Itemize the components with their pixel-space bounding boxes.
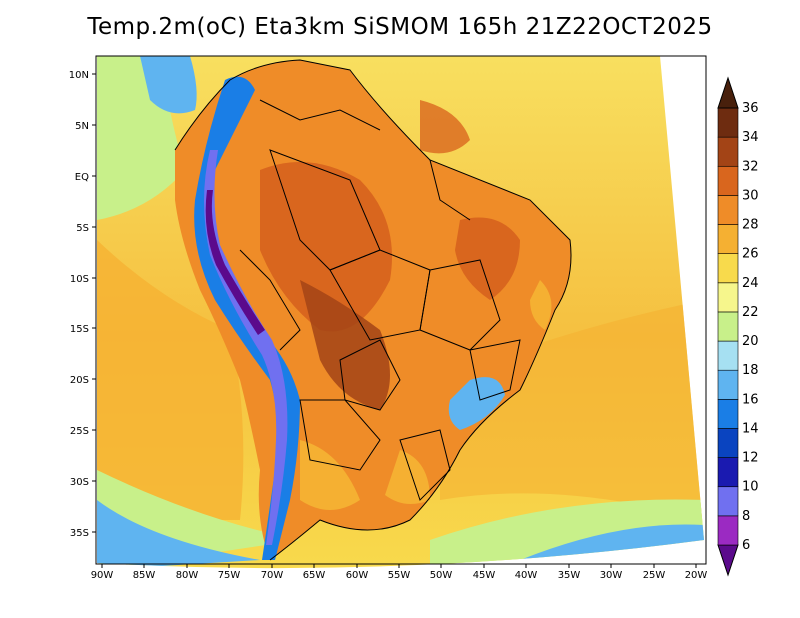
south-pacific-cold <box>97 500 260 569</box>
lat-label: 5N <box>75 121 89 132</box>
lon-label: 50W <box>430 570 453 581</box>
lat-label: 35S <box>70 528 89 539</box>
colorbar-label: 10 <box>742 480 759 495</box>
border-argentina-north <box>299 399 381 471</box>
colorbar-segment <box>717 165 739 196</box>
lat-label: 30S <box>70 477 89 488</box>
lat-label: 10N <box>69 70 89 81</box>
colorbar-segment <box>717 428 739 458</box>
patagonia-mild <box>300 440 360 510</box>
colorbar: 6 8 10 12 14 16 18 20 22 24 26 28 30 32 34 36 <box>717 76 759 577</box>
colorbar-label: 12 <box>742 451 759 466</box>
border-peru-bolivia <box>239 249 301 351</box>
hot-region-amazon <box>260 162 392 332</box>
lon-label: 45W <box>473 570 496 581</box>
lat-label: 5S <box>76 223 89 234</box>
map-title: Temp.2m(oC) Eta3km SiSMOM 165h 21Z22OCT2… <box>87 14 713 40</box>
se-brazil-cool <box>448 377 505 430</box>
lon-label: 65W <box>303 570 326 581</box>
lon-label: 40W <box>515 570 538 581</box>
lon-label: 30W <box>600 570 623 581</box>
lon-label: 85W <box>133 570 156 581</box>
plot-frame <box>95 55 707 565</box>
colorbar-segment <box>717 457 739 488</box>
colorbar-segment <box>717 369 739 400</box>
border-para <box>429 159 471 221</box>
hot-region-northeast <box>455 217 520 300</box>
colorbar-label: 34 <box>742 130 759 145</box>
colorbar-segment <box>717 486 739 517</box>
lat-label: 15S <box>70 324 89 335</box>
colorbar-segment <box>717 224 739 254</box>
colorbar-segment <box>717 195 739 225</box>
colorbar-label: 28 <box>742 218 759 233</box>
lon-label: 75W <box>218 570 241 581</box>
colorbar-label: 22 <box>742 305 759 320</box>
andes-coldest <box>205 190 265 335</box>
pacific-warm-band <box>97 240 244 520</box>
colorbar-label: 20 <box>742 334 759 349</box>
nw-pacific-cold <box>140 56 197 114</box>
colorbar-segment <box>717 515 739 546</box>
colorbar-label: 6 <box>742 538 750 553</box>
lon-label: 90W <box>91 570 114 581</box>
colorbar-label: 14 <box>742 421 759 436</box>
lon-label: 55W <box>388 570 411 581</box>
border-goias <box>419 259 501 351</box>
lat-label: EQ <box>75 172 89 183</box>
colorbar-segment <box>717 399 739 429</box>
colorbar-segment <box>717 340 739 371</box>
border-rio-grande <box>399 429 451 501</box>
lon-axis: 90W 85W 80W 75W 70W 65W 60W 55W 50W 45W … <box>91 564 708 581</box>
lat-axis: 10N 5N EQ 5S 10S 15S 20S 25S 30S 35S <box>69 70 96 539</box>
colorbar-label: 32 <box>742 159 759 174</box>
colorbar-arrow-low <box>717 544 739 577</box>
map-field <box>97 56 704 569</box>
lat-label: 20S <box>70 375 89 386</box>
lon-label: 20W <box>685 570 708 581</box>
andes-very-cold <box>204 150 288 545</box>
colorbar-label: 8 <box>742 509 750 524</box>
colorbar-label: 36 <box>742 101 759 116</box>
lat-label: 10S <box>70 274 89 285</box>
colorbar-label: 16 <box>742 392 759 407</box>
borders <box>174 59 572 561</box>
coastline <box>174 59 572 561</box>
colorbar-arrow-high <box>717 76 739 109</box>
coast-mild <box>530 280 552 330</box>
colorbar-segment <box>717 253 739 284</box>
lon-label: 25W <box>643 570 666 581</box>
border-minas <box>469 339 521 401</box>
lon-label: 60W <box>346 570 369 581</box>
colorbar-label: 30 <box>742 188 759 203</box>
lat-label: 25S <box>70 426 89 437</box>
uruguay-mild <box>385 450 430 504</box>
colorbar-segment <box>717 311 739 342</box>
lon-label: 35W <box>558 570 581 581</box>
lon-label: 70W <box>261 570 284 581</box>
lon-label: 80W <box>176 570 199 581</box>
colorbar-label: 24 <box>742 276 759 291</box>
hot-region-guianas <box>420 100 470 154</box>
colorbar-label: 18 <box>742 363 759 378</box>
colorbar-segment <box>717 107 739 138</box>
colorbar-label: 26 <box>742 247 759 262</box>
border-paraguay <box>339 339 401 411</box>
hot-region-chaco <box>300 280 390 410</box>
colorbar-segment <box>717 136 739 167</box>
colorbar-segment <box>717 282 739 313</box>
border-venezuela <box>259 99 381 131</box>
